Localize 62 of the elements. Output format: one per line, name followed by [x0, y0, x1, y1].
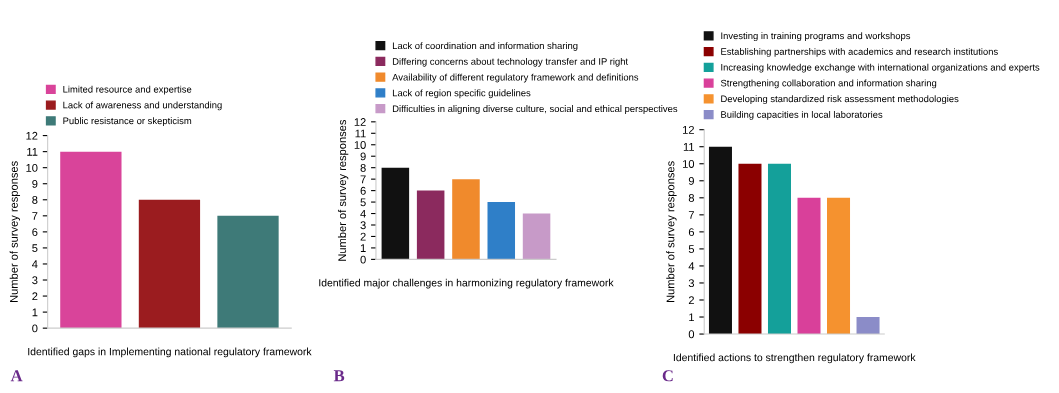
y-tick-label: 0 — [32, 324, 38, 333]
y-tick-label: 3 — [688, 279, 695, 288]
y-axis-title: Number of survey responses — [9, 161, 21, 302]
x-axis-title: Identified actions to strengthen regulatory framework — [673, 353, 916, 364]
y-tick-label: 12 — [354, 118, 366, 126]
legend-label: Public resistance or skepticism — [63, 117, 192, 127]
y-tick-label: 3 — [360, 221, 366, 230]
legend-label: Increasing knowledge exchange with international organizations and experts — [721, 63, 1040, 73]
y-tick-label: 12 — [683, 125, 694, 134]
y-tick-label: 0 — [360, 255, 366, 264]
text: A — [10, 370, 23, 382]
y-tick-label: 7 — [32, 212, 38, 220]
legend-label: Investing in training programs and workshops — [721, 32, 911, 42]
legend-label: Lack of coordination and information sharing — [392, 42, 578, 51]
y-tick-label: 2 — [360, 232, 366, 241]
y-tick-label: 8 — [360, 163, 366, 172]
x-axis-title: Identified gaps in Implementing national regulatory framework — [28, 347, 312, 358]
legend-label: Limited resource and expertise — [63, 85, 192, 95]
y-tick-label: 1 — [360, 244, 366, 252]
legend-label: Lack of awareness and understanding — [63, 101, 222, 111]
y-tick-label: 1 — [689, 313, 694, 322]
y-tick-label: 8 — [32, 196, 38, 204]
y-tick-label: 11 — [683, 143, 694, 151]
y-tick-label: 2 — [32, 292, 38, 301]
text: C — [662, 370, 673, 382]
y-tick-label: 4 — [32, 260, 38, 268]
legend-label: Availability of different regulatory framework and definitions — [392, 73, 639, 83]
y-tick-label: 10 — [354, 141, 366, 149]
legend-label: Lack of region specific guidelines — [392, 89, 531, 99]
y-tick-label: 4 — [688, 262, 695, 270]
y-tick-label: 10 — [683, 160, 695, 168]
y-tick-label: 9 — [360, 152, 366, 161]
y-tick-label: 9 — [32, 179, 38, 188]
y-tick-label: 9 — [688, 177, 694, 185]
y-tick-label: 7 — [688, 211, 694, 219]
y-tick-label: 6 — [32, 228, 38, 237]
legend-label: Strengthening collaboration and information sharing — [720, 79, 937, 89]
y-tick-label: 0 — [688, 330, 695, 339]
x-axis-title: Identified major challenges in harmonizing regulatory framework — [319, 278, 614, 289]
legend-label: Building capacities in local laboratories — [721, 110, 883, 120]
legend-label: Establishing partnerships with academics and research institutions — [721, 47, 998, 57]
y-tick-label: 2 — [688, 296, 694, 305]
legend-label: Developing standardized risk assessment methodologies — [721, 95, 959, 105]
legend-label: Differing concerns about technology transfer and IP right — [392, 57, 629, 67]
y-tick-label: 1 — [32, 308, 38, 317]
y-tick-label: 11 — [355, 129, 366, 138]
y-tick-label: 5 — [360, 198, 366, 207]
y-tick-label: 12 — [26, 131, 38, 140]
y-tick-label: 6 — [360, 186, 366, 195]
y-axis-title: Number of survey responses — [666, 161, 677, 302]
y-tick-label: 5 — [688, 245, 695, 254]
y-tick-label: 6 — [688, 228, 695, 237]
y-tick-label: 10 — [26, 163, 38, 172]
y-tick-label: 11 — [27, 148, 38, 156]
legend-label: Difficulties in aligning diverse culture, social and ethical perspectives — [392, 105, 678, 114]
y-axis-title: Number of survey responses — [337, 119, 349, 261]
y-tick-label: 3 — [32, 276, 38, 285]
y-tick-label: 8 — [688, 194, 695, 202]
y-tick-label: 4 — [360, 209, 366, 218]
y-tick-label: 7 — [360, 175, 366, 184]
y-tick-label: 5 — [32, 244, 38, 253]
text: B — [333, 370, 345, 382]
